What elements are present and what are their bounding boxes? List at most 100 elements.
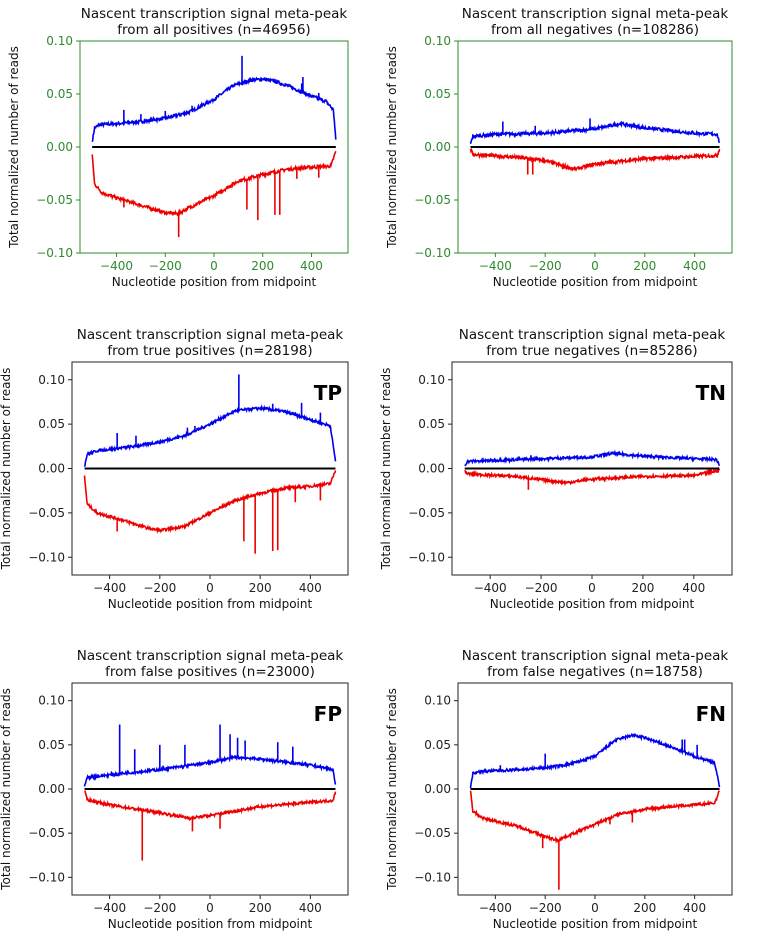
chart-title-line2: from false negatives (n=18758) [487,664,703,680]
y-tick-label: −0.10 [414,246,451,260]
y-tick-label: −0.10 [36,246,73,260]
x-tick-label: −200 [143,901,176,915]
y-tick-label: −0.10 [408,550,445,564]
y-axis-label: Total normalized number of reads [7,46,21,249]
y-tick-label: 0.05 [46,87,73,101]
subplot-3: Nascent transcription signal meta-peakfr… [0,327,349,611]
series-line-sense [469,732,721,789]
series-line-sense [83,404,337,468]
series-line-antisense [464,466,721,487]
series-line-antisense [84,790,337,822]
chart-title-line1: Nascent transcription signal meta-peak [77,648,344,664]
x-axis-label: Nucleotide position from midpoint [108,917,313,931]
y-tick-label: 0.05 [424,738,451,752]
y-tick-label: −0.10 [28,550,65,564]
panel-badge: FP [314,702,342,726]
series-line-antisense [83,470,337,534]
y-tick-label: 0.10 [38,373,65,387]
chart-title-line2: from all positives (n=46956) [117,22,310,38]
x-tick-label: 0 [591,901,599,915]
panel-badge: FN [696,702,726,726]
x-tick-label: 0 [591,259,599,273]
y-axis-label: Total normalized number of reads [379,368,393,571]
y-tick-label: 0.10 [38,694,65,708]
y-tick-label: −0.10 [414,870,451,884]
y-tick-label: −0.10 [28,870,65,884]
x-tick-label: 200 [631,581,654,595]
x-tick-label: −200 [529,259,562,273]
chart-title-line1: Nascent transcription signal meta-peak [462,6,729,22]
chart-title-line1: Nascent transcription signal meta-peak [77,327,344,343]
series-line-antisense [469,790,721,844]
x-tick-label: −200 [529,901,562,915]
y-tick-label: −0.05 [408,506,445,520]
y-tick-label: −0.05 [36,193,73,207]
y-tick-label: 0.00 [38,782,65,796]
x-axis-label: Nucleotide position from midpoint [108,597,313,611]
y-tick-label: 0.10 [46,34,73,48]
x-tick-label: 0 [206,901,214,915]
x-tick-label: 400 [299,581,322,595]
x-axis-label: Nucleotide position from midpoint [493,275,698,289]
y-tick-label: 0.05 [38,738,65,752]
y-tick-label: 0.10 [424,34,451,48]
y-tick-label: 0.10 [424,694,451,708]
chart-title-line1: Nascent transcription signal meta-peak [462,648,729,664]
y-tick-label: −0.05 [414,193,451,207]
subplot-4: Nascent transcription signal meta-peakfr… [379,327,733,611]
y-tick-label: 0.10 [418,373,445,387]
series-line-antisense [469,147,721,172]
x-tick-label: −200 [143,581,176,595]
x-tick-label: −400 [474,581,507,595]
x-tick-label: 200 [251,259,274,273]
chart-title-line1: Nascent transcription signal meta-peak [81,6,348,22]
subplot-1: Nascent transcription signal meta-peakfr… [7,6,349,289]
y-tick-label: −0.05 [28,826,65,840]
x-tick-label: 400 [682,581,705,595]
x-tick-label: 200 [633,901,656,915]
x-tick-label: 400 [683,259,706,273]
x-tick-label: −200 [525,581,558,595]
series-line-sense [83,754,337,787]
y-tick-label: 0.05 [38,417,65,431]
panel-badge: TN [696,381,726,405]
chart-title-line2: from false positives (n=23000) [105,664,315,680]
chart-title-line2: from true negatives (n=85286) [486,343,697,359]
subplot-2: Nascent transcription signal meta-peakfr… [385,6,733,289]
x-tick-label: −200 [149,259,182,273]
x-tick-label: −400 [93,581,126,595]
x-axis-label: Nucleotide position from midpoint [490,597,695,611]
series-line-sense [91,76,337,143]
x-tick-label: 400 [299,901,322,915]
y-axis-label: Total normalized number of reads [0,368,13,571]
series-line-sense [464,449,721,467]
subplot-5: Nascent transcription signal meta-peakfr… [0,648,349,931]
x-axis-label: Nucleotide position from midpoint [112,275,317,289]
chart-title-line2: from true positives (n=28198) [107,343,312,359]
panel-badge: TP [314,381,342,405]
x-tick-label: 0 [588,581,596,595]
x-tick-label: 0 [210,259,218,273]
x-tick-label: 200 [249,901,272,915]
x-tick-label: −400 [100,259,133,273]
y-tick-label: 0.00 [424,140,451,154]
y-tick-label: 0.00 [424,782,451,796]
x-tick-label: 400 [300,259,323,273]
chart-title-line2: from all negatives (n=108286) [491,22,699,38]
subplot-6: Nascent transcription signal meta-peakfr… [385,648,733,931]
x-tick-label: −400 [479,901,512,915]
y-tick-label: −0.05 [28,506,65,520]
y-tick-label: 0.00 [38,462,65,476]
x-tick-label: 200 [249,581,272,595]
x-tick-label: 200 [633,259,656,273]
y-tick-label: 0.00 [418,462,445,476]
y-tick-label: 0.05 [424,87,451,101]
series-line-antisense [91,150,337,217]
x-tick-label: 0 [206,581,214,595]
chart-title-line1: Nascent transcription signal meta-peak [459,327,726,343]
x-axis-label: Nucleotide position from midpoint [493,917,698,931]
y-tick-label: −0.05 [414,826,451,840]
y-axis-label: Total normalized number of reads [385,688,399,891]
y-tick-label: 0.05 [418,417,445,431]
